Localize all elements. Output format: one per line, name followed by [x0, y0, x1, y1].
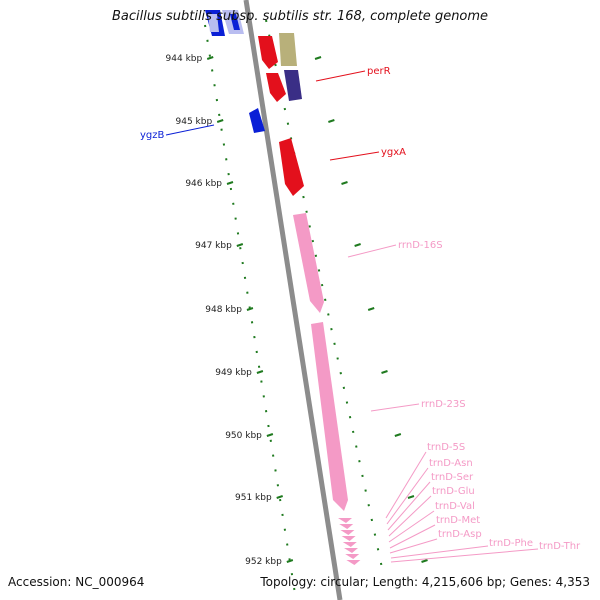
accession-text: Accession: NC_000964	[8, 575, 145, 589]
ruler-tick-major	[226, 181, 234, 185]
label-leader-line	[370, 403, 420, 412]
ruler-layer: 944 kbp 945 kbp 946 kbp 947 kbp 948 kbp 949 k…	[166, 19, 428, 600]
trna-arrow	[344, 548, 358, 553]
rrna-arrow-16S	[293, 213, 324, 313]
gene-label-trnd-asp: trnD-Asp	[438, 529, 482, 540]
map-title: Bacillus subtilis subsp. subtilis str. 1…	[111, 9, 489, 24]
trna-arrow	[340, 530, 355, 535]
feature-layer	[205, 10, 361, 565]
gene-arrow-ygxA	[279, 138, 304, 196]
genome-summary-text: Topology: circular; Length: 4,215,606 bp…	[260, 575, 590, 589]
backbone-layer	[243, 0, 343, 600]
label-leader-line	[385, 451, 427, 519]
gene-label-ygxa: ygxA	[381, 147, 406, 158]
label-leader-line	[389, 524, 436, 549]
trna-arrow	[345, 554, 360, 559]
label-leader-line	[386, 467, 429, 525]
label-leader-line	[329, 151, 380, 161]
ruler-tick-major	[276, 495, 284, 499]
label-leader-line	[390, 548, 539, 563]
gene-label-ygzb: ygzB	[140, 130, 165, 141]
trna-arrow	[339, 524, 354, 529]
gene-label-trnd-val: trnD-Val	[435, 501, 475, 512]
label-layer: perR ygzB ygxA rrnD-16S rrnD-23S trnD-5S trnD-…	[140, 66, 581, 563]
ruler-label: 949 kbp	[215, 368, 252, 378]
gene-arrow	[230, 14, 240, 30]
ruler-tick-major	[394, 433, 402, 437]
label-leader-line	[389, 538, 438, 554]
gene-arrow-perR-upstream	[258, 36, 278, 69]
ruler-label: 945 kbp	[176, 117, 213, 127]
gene-label-perr: perR	[367, 66, 391, 77]
rrna-arrow-23S	[311, 322, 348, 511]
ruler-tick-major	[314, 56, 322, 60]
trna-arrow	[342, 542, 357, 547]
ruler-tick-major	[246, 307, 254, 311]
ruler-tick-major	[206, 56, 214, 60]
gene-arrow-ygzB	[249, 108, 265, 133]
trna-arrow	[346, 560, 361, 565]
trna-arrow	[338, 518, 352, 523]
ruler-label: 951 kbp	[235, 493, 272, 503]
gene-label-trnd-5s: trnD-5S	[427, 442, 465, 453]
label-leader-line	[387, 481, 431, 531]
ruler-tick-major	[341, 181, 348, 185]
genome-backbone	[243, 0, 343, 600]
gene-arrow-perR	[266, 73, 286, 102]
label-leader-line	[165, 124, 215, 136]
gene-label-rrnd-16s: rrnD-16S	[398, 240, 443, 251]
ruler-track-outer	[265, 19, 383, 569]
trna-arrow	[341, 536, 356, 541]
ruler-label: 952 kbp	[245, 557, 282, 567]
ruler-tick-major	[236, 243, 244, 247]
label-leader-line	[390, 545, 489, 559]
ruler-tick-major	[216, 119, 224, 123]
label-leader-line	[388, 495, 432, 537]
ruler-tick-major	[421, 559, 428, 563]
ruler-tick-major	[407, 495, 415, 499]
ruler-tick-major	[381, 370, 388, 374]
ruler-label: 944 kbp	[166, 54, 203, 64]
label-leader-line	[388, 510, 435, 543]
gene-arrow	[279, 33, 297, 66]
ruler-tick-major	[328, 119, 335, 123]
ruler-tick-major	[354, 243, 361, 247]
ruler-label: 946 kbp	[185, 179, 222, 189]
ruler-label: 947 kbp	[195, 241, 232, 251]
gene-label-trnd-ser: trnD-Ser	[431, 472, 474, 483]
ruler-label: 948 kbp	[205, 305, 242, 315]
gene-label-rrnd-23s: rrnD-23S	[421, 399, 466, 410]
ruler-tick-major	[266, 433, 274, 437]
gene-label-trnd-thr: trnD-Thr	[539, 541, 581, 552]
gene-label-trnd-phe: trnD-Phe	[489, 538, 533, 549]
gene-label-trnd-glu: trnD-Glu	[432, 486, 475, 497]
label-leader-line	[347, 244, 397, 258]
gene-arrow	[284, 70, 302, 101]
ruler-tick-major	[256, 370, 264, 374]
gene-arrow	[208, 14, 219, 32]
label-leader-line	[315, 70, 366, 82]
ruler-tick-major	[286, 559, 294, 563]
gene-label-trnd-asn: trnD-Asn	[429, 458, 473, 469]
ruler-tick-major	[367, 307, 375, 311]
ruler-label: 950 kbp	[225, 431, 262, 441]
gene-label-trnd-met: trnD-Met	[436, 515, 480, 526]
